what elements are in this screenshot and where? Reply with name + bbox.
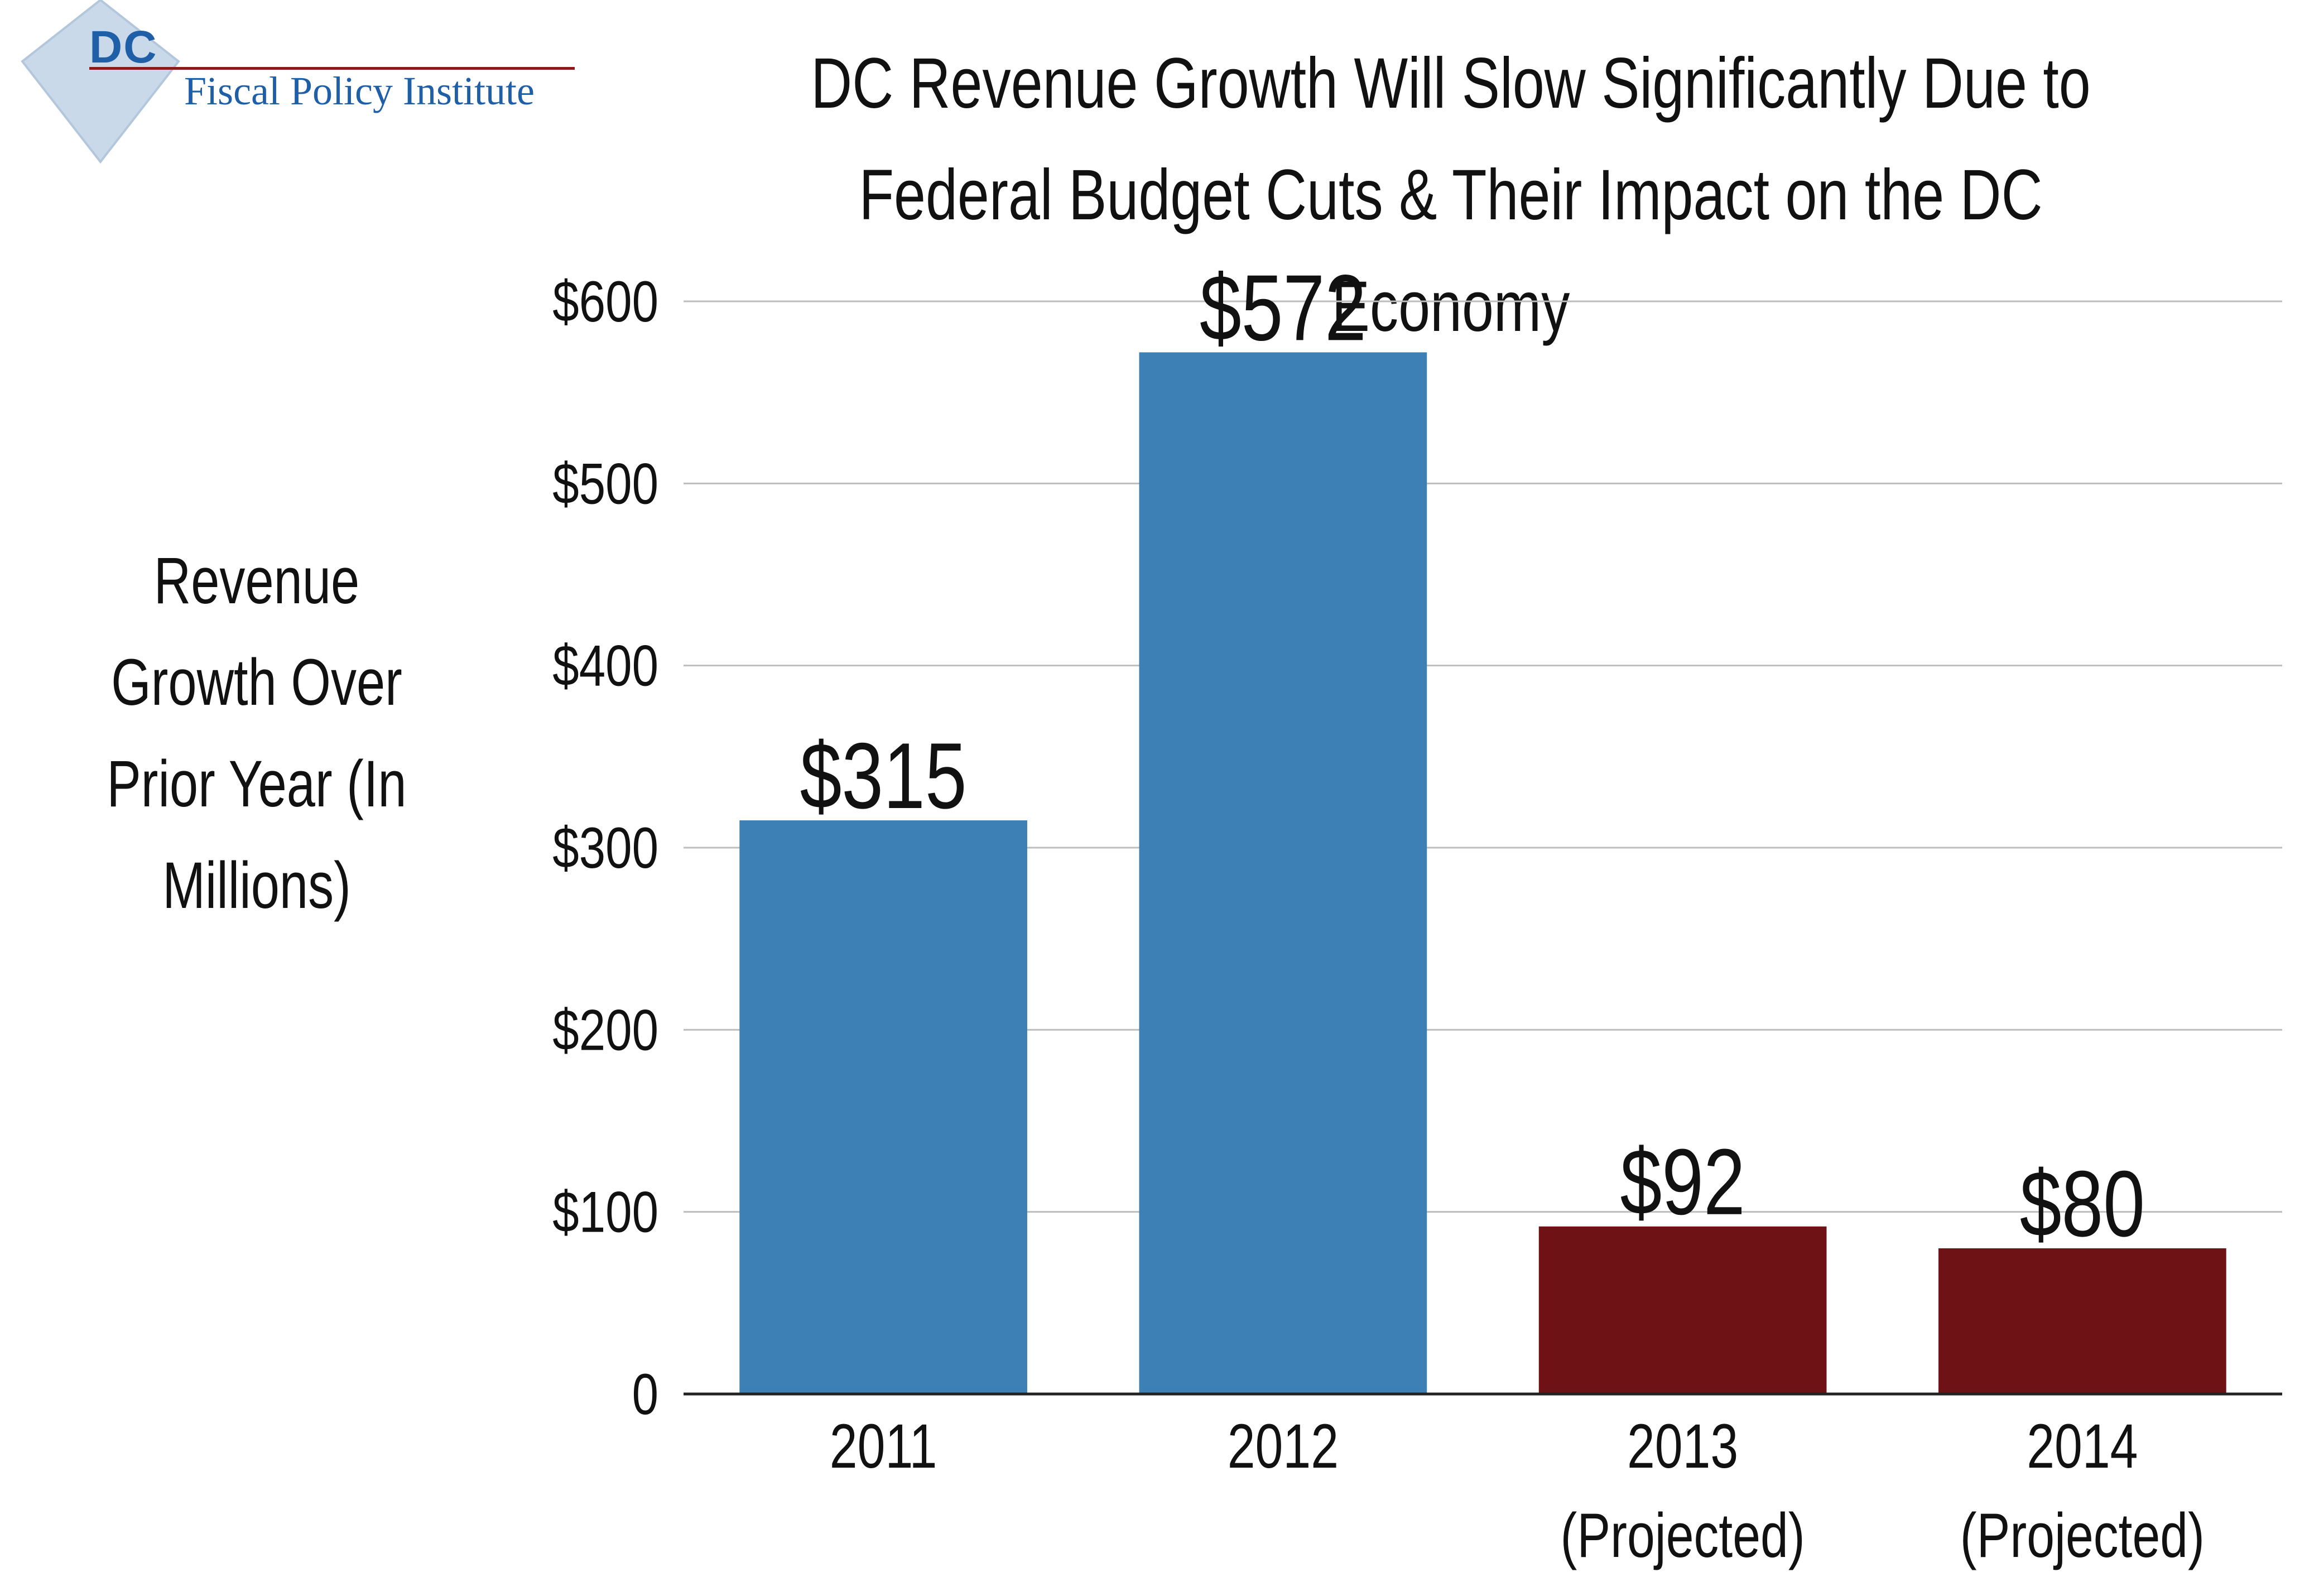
data-label: $572 — [1200, 256, 1367, 360]
x-axis-ticks: 2011 2012 2013 (Projected) 2014 (Projected) — [830, 1412, 2205, 1571]
y-tick-label: $600 — [552, 270, 658, 334]
y-axis-label: Revenue Growth Over Prior Year (In Milli… — [107, 544, 407, 922]
y-tick-label: $300 — [552, 816, 658, 881]
x-tick-label: 2012 — [1228, 1412, 1339, 1482]
bar — [1139, 352, 1427, 1395]
dc-map-icon — [21, 0, 180, 164]
logo-divider — [89, 67, 575, 70]
y-tick-label: $400 — [552, 634, 658, 699]
y-tick-label: $100 — [552, 1180, 658, 1245]
x-tick-label: (Projected) — [1561, 1501, 1805, 1571]
logo-abbreviation: DC — [89, 22, 158, 73]
x-tick-label: 2013 — [1627, 1412, 1738, 1482]
bar — [1938, 1248, 2226, 1394]
data-label: $92 — [1620, 1129, 1745, 1234]
bar — [1538, 1226, 1827, 1394]
value-labels: $315 $572 $92 $80 — [800, 256, 2145, 1256]
y-tick-label: $200 — [552, 998, 658, 1063]
chart-title: DC Revenue Growth Will Slow Significantl… — [811, 44, 2091, 347]
y-tick-label: 0 — [632, 1362, 658, 1427]
bar — [739, 820, 1027, 1394]
data-label: $80 — [2020, 1152, 2145, 1257]
dcfpi-logo: DC Fiscal Policy Institute — [17, 0, 575, 167]
y-axis-ticks: 0 $100 $200 $300 $400 $500 $600 — [552, 270, 658, 1427]
x-tick-label: 2011 — [830, 1412, 937, 1482]
logo-organization-name: Fiscal Policy Institute — [184, 69, 535, 113]
y-tick-label: $500 — [552, 451, 658, 516]
x-tick-label: 2014 — [2027, 1412, 2138, 1482]
data-label: $315 — [800, 724, 967, 829]
x-tick-label: (Projected) — [1960, 1501, 2205, 1571]
bars — [739, 352, 2226, 1395]
